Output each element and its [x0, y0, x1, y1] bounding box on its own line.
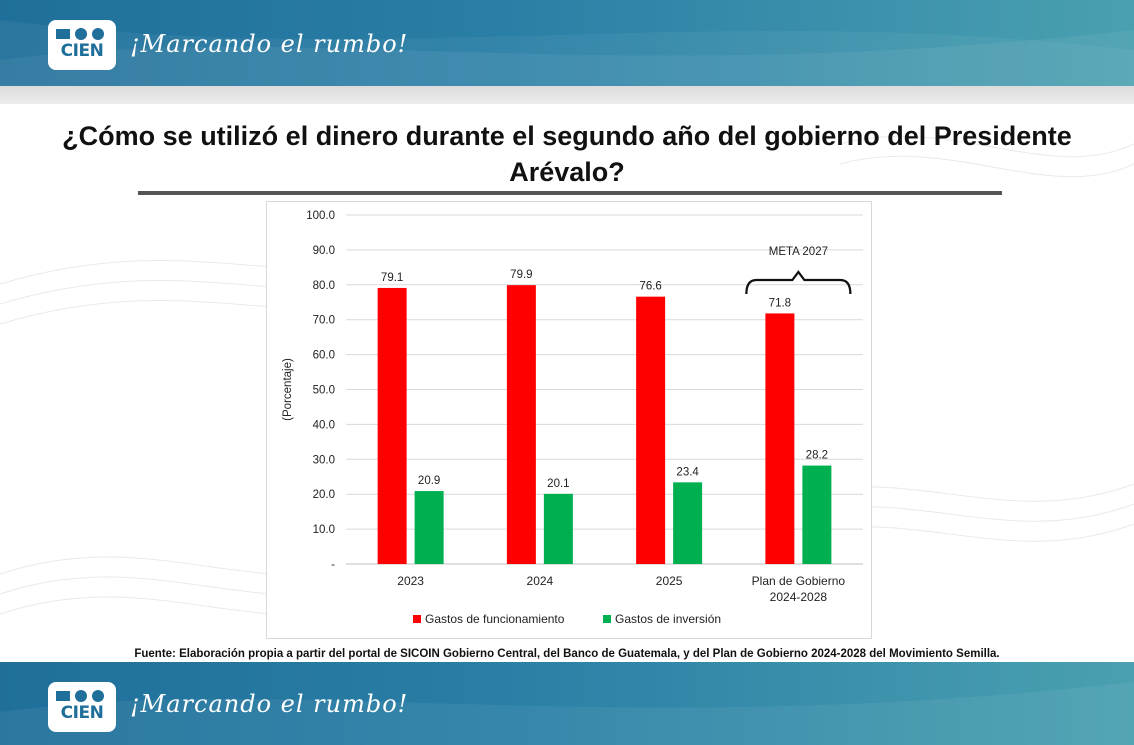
data-label: 20.1: [547, 478, 569, 490]
data-label: 79.1: [381, 272, 403, 284]
data-label: 79.9: [510, 269, 532, 281]
header-slogan: ¡Marcando el rumbo!: [130, 30, 409, 58]
data-label: 71.8: [769, 297, 791, 309]
bar-inversion: [673, 482, 703, 564]
legend-label: Gastos de funcionamiento: [425, 612, 565, 626]
annotation-brace: [745, 270, 852, 295]
header-wave-decoration: [0, 20, 1134, 86]
bar-funcionamiento: [506, 285, 536, 564]
logo-mark-icon: [56, 28, 104, 40]
bar-chart: - 10.0 20.0 30.0 40.0 50.0 60.0 70.0 80.0 90.0 100…: [282, 210, 863, 626]
x-tick-label: 2024-2028: [770, 590, 828, 604]
logo-text: CIEN: [60, 41, 104, 61]
data-label: 28.2: [806, 450, 828, 462]
legend-label: Gastos de inversión: [615, 612, 721, 626]
legend-swatch: [603, 615, 611, 623]
y-tick-label: 40.0: [313, 419, 335, 431]
y-tick-label: 30.0: [313, 454, 335, 466]
header-divider: [0, 86, 1134, 104]
footer-logo-mark-icon: [56, 690, 104, 702]
x-tick-label: Plan de Gobierno: [752, 574, 846, 588]
bar-funcionamiento: [377, 287, 407, 564]
header-band: CIEN ¡Marcando el rumbo!: [0, 0, 1134, 86]
cien-logo: CIEN: [48, 20, 116, 70]
title-underline: [138, 191, 1002, 195]
x-tick-label: 2023: [397, 574, 424, 588]
page-title: ¿Cómo se utilizó el dinero durante el se…: [62, 121, 1072, 187]
bar-funcionamiento: [765, 313, 795, 564]
footer-cien-logo: CIEN: [48, 682, 116, 732]
y-tick-label: 70.0: [313, 315, 335, 327]
x-tick-label: 2024: [527, 574, 554, 588]
footer-logo-text: CIEN: [60, 703, 104, 723]
bar-inversion: [543, 493, 573, 564]
footer-band: CIEN ¡Marcando el rumbo!: [0, 662, 1134, 745]
footer-wave-decoration: [0, 682, 1134, 745]
data-label: 76.6: [639, 281, 661, 293]
y-tick-label: 100.0: [306, 210, 335, 222]
bar-inversion: [414, 491, 444, 564]
annotation-label: META 2027: [769, 246, 828, 258]
source-note: Fuente: Elaboración propia a partir del …: [134, 648, 1000, 660]
y-tick-label: 50.0: [313, 385, 335, 397]
y-tick-label: 90.0: [313, 245, 335, 257]
y-tick-label: 60.0: [313, 350, 335, 362]
y-axis-label: (Porcentaje): [282, 358, 294, 421]
data-label: 20.9: [418, 475, 440, 487]
footer-slogan: ¡Marcando el rumbo!: [130, 690, 409, 718]
y-tick-label: -: [331, 559, 335, 571]
x-tick-label: 2025: [656, 574, 683, 588]
bar-inversion: [802, 465, 832, 564]
data-label: 23.4: [676, 466, 699, 478]
y-tick-label: 10.0: [313, 524, 335, 536]
y-tick-label: 20.0: [313, 489, 335, 501]
y-tick-label: 80.0: [313, 280, 335, 292]
chart-container: - 10.0 20.0 30.0 40.0 50.0 60.0 70.0 80.0 90.0 100…: [266, 201, 872, 639]
bar-funcionamiento: [636, 296, 666, 564]
legend-swatch: [413, 615, 421, 623]
